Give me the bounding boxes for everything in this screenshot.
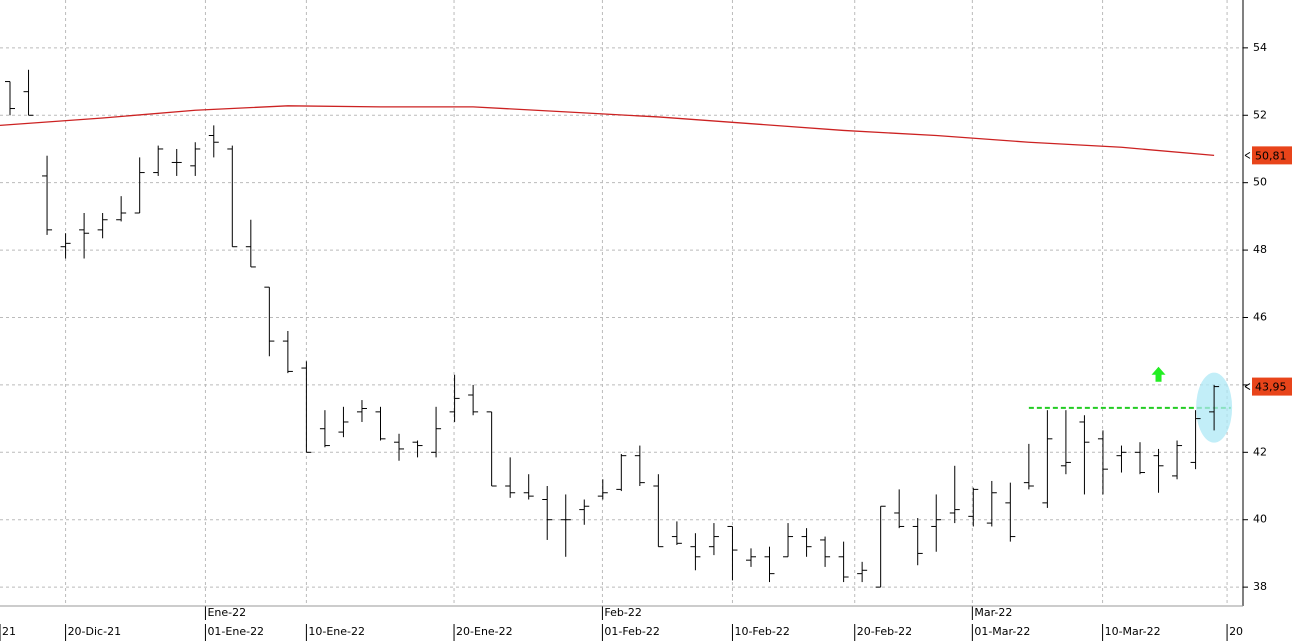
y-tick-label: 42 xyxy=(1253,445,1267,458)
x-tick-label: 01-Ene-22 xyxy=(207,625,264,638)
y-tick-label: 54 xyxy=(1253,41,1267,54)
month-tick-label: Mar-22 xyxy=(974,606,1012,619)
price-pointer xyxy=(1244,383,1251,391)
price-label: 43,95 xyxy=(1255,381,1287,394)
price-box xyxy=(1252,377,1292,396)
x-tick-label: 20-Dic-21 xyxy=(68,625,122,638)
month-tick-label: Ene-22 xyxy=(207,606,246,619)
price-box xyxy=(1252,146,1292,165)
x-tick-label: 20-Ene-22 xyxy=(456,625,513,638)
y-tick-label: 48 xyxy=(1253,243,1267,256)
price-label: 50,81 xyxy=(1255,149,1287,162)
x-tick-label: 10-Mar-22 xyxy=(1105,625,1161,638)
x-tick-label: 20 xyxy=(1229,625,1243,638)
y-tick-label: 40 xyxy=(1253,513,1267,526)
moving-average-line xyxy=(0,105,1215,157)
y-tick-label: 52 xyxy=(1253,108,1267,121)
y-tick-label: 38 xyxy=(1253,580,1267,593)
x-tick-label: 20-Feb-22 xyxy=(857,625,912,638)
month-tick-label: Feb-22 xyxy=(604,606,641,619)
x-tick-label: 21 xyxy=(2,625,16,638)
y-tick-label: 50 xyxy=(1253,176,1267,189)
x-tick-label: 01-Mar-22 xyxy=(974,625,1030,638)
x-tick-label: 01-Feb-22 xyxy=(604,625,659,638)
y-tick-label: 46 xyxy=(1253,310,1267,323)
signal-arrow xyxy=(1151,366,1166,382)
x-tick-label: 10-Ene-22 xyxy=(308,625,365,638)
price-pointer xyxy=(1244,151,1251,159)
x-tick-label: 10-Feb-22 xyxy=(734,625,789,638)
